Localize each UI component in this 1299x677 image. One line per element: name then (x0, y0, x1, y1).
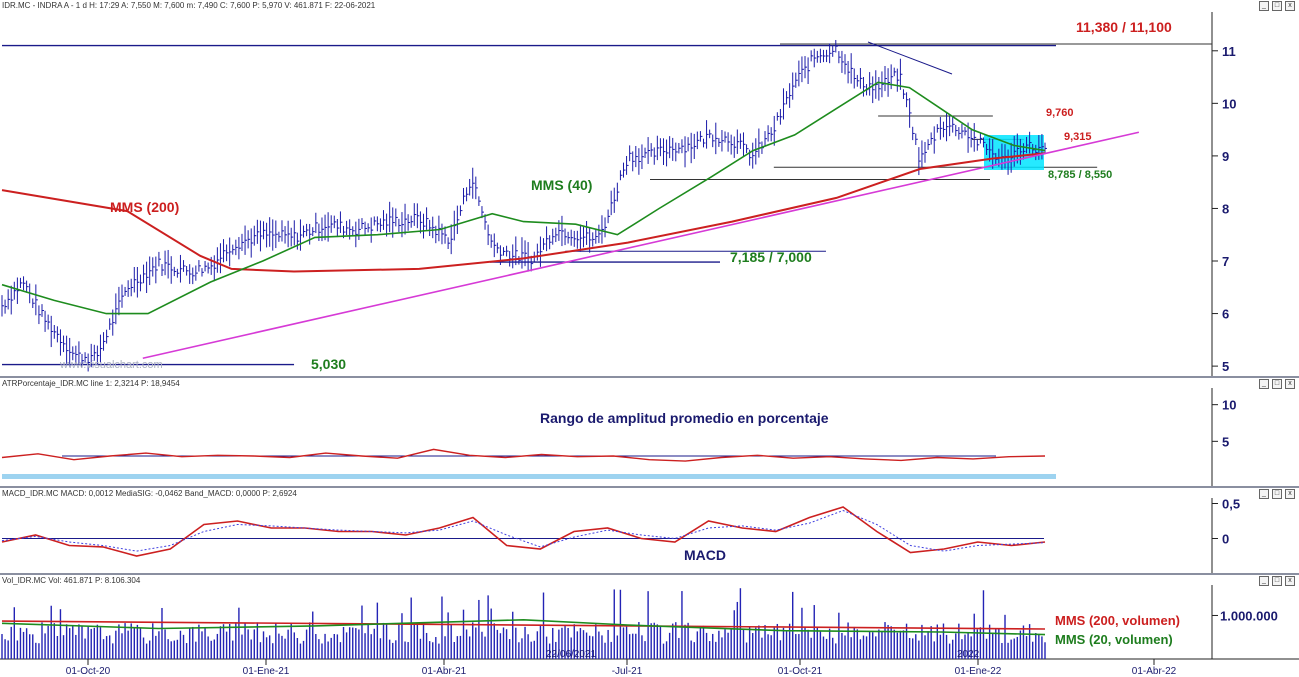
price-tick-label: 6 (1222, 307, 1229, 322)
level-9315-label: 9,315 (1064, 131, 1092, 143)
price-tick-label: 7 (1222, 254, 1229, 269)
maximize-icon[interactable]: □ (1272, 489, 1282, 499)
x-tick-label: 01-Abr-21 (422, 666, 467, 677)
volume-tick-label: 1.000.000 (1220, 608, 1278, 623)
macd-chart: 0 0,5 MACD (1, 497, 1240, 573)
macd-tick-label: 0 (1222, 532, 1229, 547)
mms200-line (1, 152, 1046, 273)
close-icon[interactable]: x (1285, 489, 1295, 499)
x-tick-label: 01-Oct-21 (778, 666, 823, 677)
x-tick-label: 01-Oct-20 (66, 666, 111, 677)
maximize-icon[interactable]: □ (1272, 576, 1282, 586)
mms40-line (1, 81, 1046, 315)
price-pane-header: IDR.MC - INDRA A - 1 d H: 17:29 A: 7,550… (2, 1, 376, 10)
x-tick-label: -Jul-21 (612, 666, 643, 677)
minimize-icon[interactable]: _ (1259, 1, 1269, 11)
mms200-label: MMS (200) (110, 199, 179, 215)
price-pane[interactable]: IDR.MC - INDRA A - 1 d H: 17:29 A: 7,550… (0, 0, 1299, 376)
atr-baseline-band (2, 474, 1056, 479)
minimize-icon[interactable]: _ (1259, 489, 1269, 499)
resistance-trend (867, 41, 953, 75)
level-8785-label: 8,785 / 8,550 (1048, 169, 1112, 181)
macd-tick-label: 0,5 (1222, 497, 1240, 512)
date-marker-2022: 2022 (957, 649, 980, 660)
macd-window-controls: _ □ x (1259, 489, 1295, 499)
maximize-icon[interactable]: □ (1272, 1, 1282, 11)
level-11-label: 11,380 / 11,100 (1076, 19, 1172, 35)
x-tick-label: 01-Abr-22 (1132, 666, 1177, 677)
level-7185-label: 7,185 / 7,000 (730, 249, 812, 265)
atr-chart: 5 10 Rango de amplitud promedio en porcen… (1, 388, 1236, 486)
watermark: www.visualchart.com (59, 359, 163, 371)
volume-mms20-label: MMS (20, volumen) (1055, 632, 1173, 647)
price-tick-label: 10 (1222, 96, 1236, 111)
mms40-label: MMS (40) (531, 177, 592, 193)
x-tick-label: 01-Ene-21 (243, 666, 290, 677)
minimize-icon[interactable]: _ (1259, 379, 1269, 389)
atr-tick-label: 5 (1222, 434, 1229, 449)
level-9760-label: 9,760 (1046, 107, 1074, 119)
minimize-icon[interactable]: _ (1259, 576, 1269, 586)
price-tick-label: 8 (1222, 201, 1229, 216)
atr-title: Rango de amplitud promedio en porcentaje (540, 410, 829, 426)
price-tick-label: 9 (1222, 149, 1229, 164)
maximize-icon[interactable]: □ (1272, 379, 1282, 389)
price-tick-label: 11 (1222, 44, 1236, 59)
date-marker: 22/06/2021 (546, 649, 596, 660)
macd-signal-line (1, 509, 1046, 552)
macd-pane[interactable]: MACD_IDR.MC MACD: 0,0012 MediaSIG: -0,04… (0, 488, 1299, 573)
volume-mms20-line (1, 618, 1046, 636)
close-icon[interactable]: x (1285, 379, 1295, 389)
close-icon[interactable]: x (1285, 576, 1295, 586)
volume-pane[interactable]: Vol_IDR.MC Vol: 461.871 P: 8.106.304 _ □… (0, 575, 1299, 677)
volume-mms200-line (1, 620, 1046, 630)
atr-tick-label: 10 (1222, 398, 1236, 413)
price-tick-label: 5 (1222, 359, 1229, 374)
trend-line (142, 131, 1140, 360)
volume-window-controls: _ □ x (1259, 576, 1295, 586)
close-icon[interactable]: x (1285, 1, 1295, 11)
volume-mms200-label: MMS (200, volumen) (1055, 613, 1180, 628)
atr-line (1, 448, 1046, 462)
macd-pane-header: MACD_IDR.MC MACD: 0,0012 MediaSIG: -0,04… (2, 489, 297, 498)
volume-pane-header: Vol_IDR.MC Vol: 461.871 P: 8.106.304 (2, 576, 141, 585)
level-5030-label: 5,030 (311, 356, 346, 372)
atr-window-controls: _ □ x (1259, 379, 1295, 389)
volume-chart: 1.000.000 MMS (200, volumen) MMS (20, vo… (0, 585, 1299, 677)
atr-pane-header: ATRPorcentaje_IDR.MC line 1: 2,3214 P: 1… (2, 379, 180, 388)
atr-pane[interactable]: ATRPorcentaje_IDR.MC line 1: 2,3214 P: 1… (0, 378, 1299, 486)
macd-line (1, 506, 1046, 557)
price-window-controls: _ □ x (1259, 1, 1295, 11)
macd-title: MACD (684, 547, 726, 563)
x-tick-label: 01-Ene-22 (955, 666, 1002, 677)
